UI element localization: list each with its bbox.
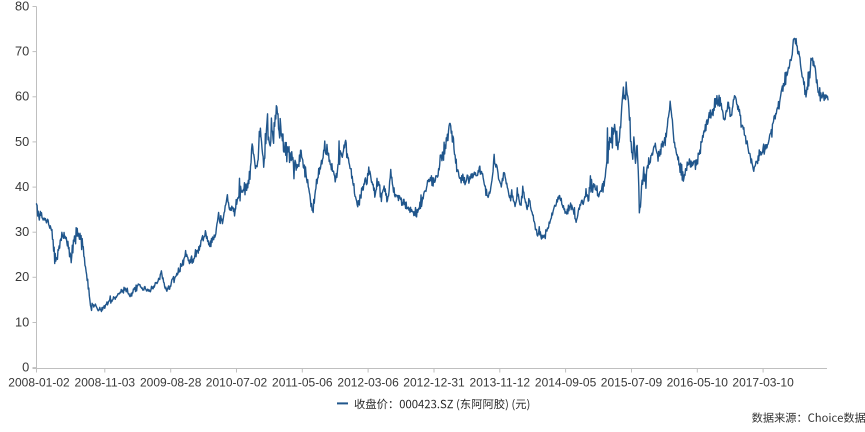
svg-text:20: 20 (15, 269, 29, 284)
svg-text:2008-01-02: 2008-01-02 (8, 375, 70, 389)
svg-text:0: 0 (22, 360, 29, 375)
svg-text:60: 60 (15, 89, 29, 104)
svg-text:2010-07-02: 2010-07-02 (206, 375, 268, 389)
svg-text:2012-12-31: 2012-12-31 (403, 375, 465, 389)
svg-text:80: 80 (15, 0, 29, 13)
svg-text:2017-03-10: 2017-03-10 (732, 375, 794, 389)
svg-text:10: 10 (15, 314, 29, 329)
svg-text:2014-09-05: 2014-09-05 (535, 375, 597, 389)
svg-text:2013-11-12: 2013-11-12 (470, 375, 531, 389)
svg-text:40: 40 (15, 179, 29, 194)
svg-text:30: 30 (15, 224, 29, 239)
svg-text:2008-11-03: 2008-11-03 (75, 375, 136, 389)
svg-text:70: 70 (15, 44, 29, 59)
svg-text:2012-03-06: 2012-03-06 (337, 375, 399, 389)
svg-text:50: 50 (15, 134, 29, 149)
svg-text:2011-05-06: 2011-05-06 (272, 375, 333, 389)
svg-text:2015-07-09: 2015-07-09 (601, 375, 663, 389)
svg-text:2016-05-10: 2016-05-10 (667, 375, 729, 389)
svg-text:2009-08-28: 2009-08-28 (140, 375, 202, 389)
